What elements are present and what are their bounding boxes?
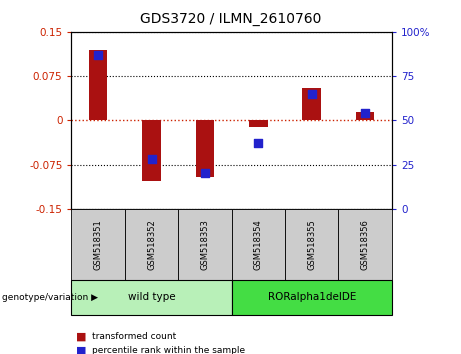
Point bbox=[201, 171, 209, 176]
Point bbox=[308, 91, 315, 97]
Text: GSM518356: GSM518356 bbox=[361, 219, 370, 270]
Bar bbox=[302, 88, 321, 120]
Bar bbox=[89, 50, 107, 120]
Text: GSM518355: GSM518355 bbox=[307, 219, 316, 270]
Text: GSM518351: GSM518351 bbox=[94, 219, 103, 270]
Bar bbox=[249, 120, 268, 127]
Text: GSM518354: GSM518354 bbox=[254, 219, 263, 270]
Text: GDS3720 / ILMN_2610760: GDS3720 / ILMN_2610760 bbox=[140, 12, 321, 27]
Bar bbox=[356, 112, 374, 120]
Bar bbox=[195, 120, 214, 177]
Point bbox=[361, 110, 369, 116]
Text: transformed count: transformed count bbox=[92, 332, 177, 341]
Bar bbox=[142, 120, 161, 181]
Point bbox=[254, 141, 262, 146]
Text: ■: ■ bbox=[76, 346, 87, 354]
Point bbox=[95, 52, 102, 58]
Text: wild type: wild type bbox=[128, 292, 175, 302]
Text: genotype/variation ▶: genotype/variation ▶ bbox=[2, 293, 98, 302]
Point bbox=[148, 156, 155, 162]
Text: GSM518353: GSM518353 bbox=[201, 219, 209, 270]
Text: ■: ■ bbox=[76, 331, 87, 341]
Text: GSM518352: GSM518352 bbox=[147, 219, 156, 270]
Text: percentile rank within the sample: percentile rank within the sample bbox=[92, 346, 245, 354]
Text: RORalpha1delDE: RORalpha1delDE bbox=[267, 292, 356, 302]
